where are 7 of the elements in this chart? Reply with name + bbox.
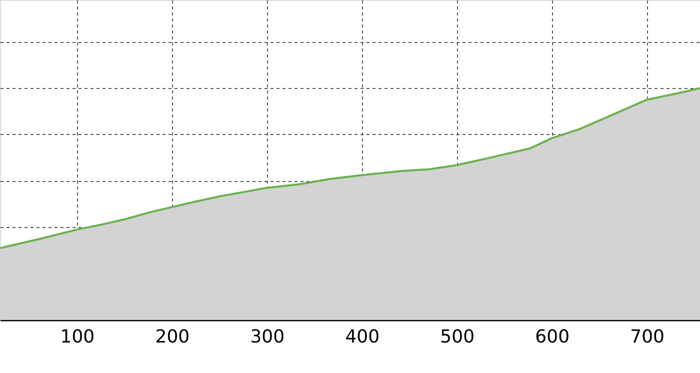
x-tick-label: 500 xyxy=(440,326,475,348)
x-tick-label: 600 xyxy=(535,326,570,348)
x-tick-label: 100 xyxy=(60,326,95,348)
x-tick-label: 700 xyxy=(630,326,664,348)
x-tick-label: 400 xyxy=(345,326,380,348)
x-tick-label: 200 xyxy=(155,326,190,348)
x-tick-label: 300 xyxy=(250,326,285,348)
